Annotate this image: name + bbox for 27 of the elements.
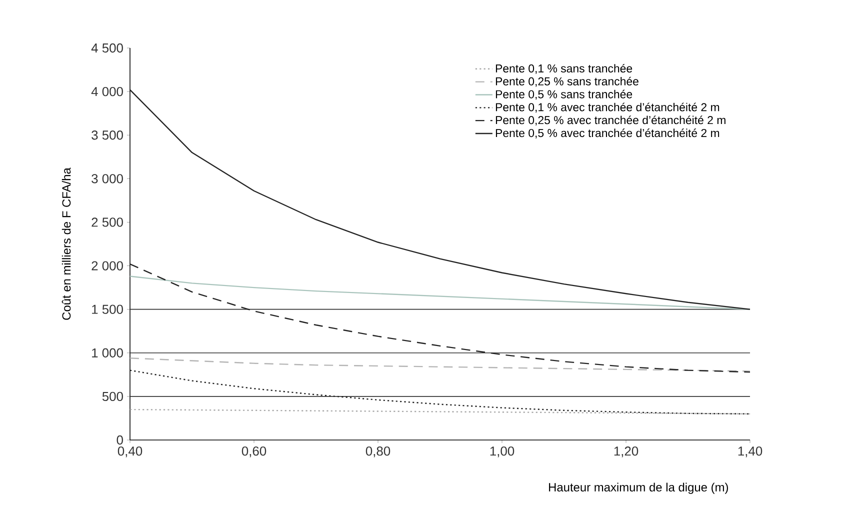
x-tick-label: 0,80 xyxy=(366,446,390,458)
line-series xyxy=(129,370,751,414)
y-tick-label: 3 500 xyxy=(92,130,123,140)
x-tick-label: 1,00 xyxy=(490,446,514,458)
x-tick-label: 0,40 xyxy=(118,446,142,458)
legend-label: Pente 0,25 % avec tranchée d’étanchéité 2 m xyxy=(496,116,726,126)
y-tick-label: 3 000 xyxy=(92,174,123,184)
y-tick-label: 1 500 xyxy=(92,304,123,314)
y-tick-label: 4 000 xyxy=(91,86,123,96)
y-axis-title: Coût en milliers de F CFA/ha xyxy=(62,168,71,320)
x-tick-label: 0,60 xyxy=(242,446,266,458)
y-tick-label: 0 xyxy=(116,435,123,445)
x-tick-label: 1,20 xyxy=(614,446,638,458)
x-axis-title: Hauteur maximum de la digue (m) xyxy=(549,482,728,494)
line-series xyxy=(129,263,751,373)
legend-label: Pente 0,25 % sans tranchée xyxy=(496,76,638,87)
legend-label: Pente 0,5 % avec tranchée d’étanchéité 2 m xyxy=(496,128,720,138)
y-tick-label: 2 000 xyxy=(92,261,123,270)
legend-label: Pente 0,5 % sans tranchée xyxy=(496,90,632,100)
y-tick-label: 500 xyxy=(102,392,123,402)
legend-label: Pente 0,1 % avec tranchée d’étanchéité 2 m xyxy=(496,102,720,113)
y-tick-label: 4 500 xyxy=(91,43,123,53)
line-series xyxy=(129,89,751,310)
x-tick-label: 1,40 xyxy=(738,446,762,458)
y-tick-label: 2 500 xyxy=(92,218,123,227)
y-tick-label: 1 000 xyxy=(92,348,123,358)
legend-label: Pente 0,1 % sans tranchée xyxy=(496,64,632,74)
